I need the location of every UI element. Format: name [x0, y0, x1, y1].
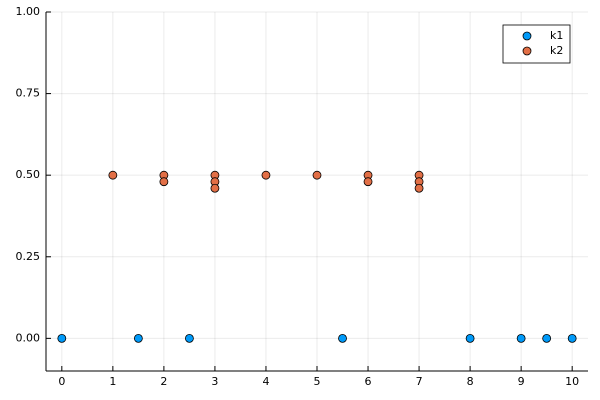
legend-marker	[522, 46, 532, 56]
x-tick-label: 1	[109, 375, 116, 388]
point	[363, 177, 373, 187]
legend-label: k2	[550, 44, 563, 57]
y-tick-label: 0.50	[16, 168, 41, 181]
point	[465, 333, 475, 343]
legend-marker	[522, 31, 532, 41]
point	[567, 333, 577, 343]
point	[133, 333, 143, 343]
x-tick-label: 9	[518, 375, 525, 388]
x-tick-label: 7	[416, 375, 423, 388]
point	[185, 333, 194, 343]
x-tick-label: 3	[211, 375, 218, 388]
point	[159, 177, 169, 187]
y-tick-label: 1.00	[16, 5, 41, 18]
point	[57, 333, 67, 343]
point	[414, 183, 424, 193]
point	[261, 170, 271, 180]
legend-label: k1	[550, 29, 563, 42]
x-tick-label: 8	[467, 375, 474, 388]
x-tick-label: 2	[160, 375, 167, 388]
point	[516, 333, 526, 343]
x-tick-label: 4	[262, 375, 269, 388]
point	[338, 333, 347, 343]
point	[312, 170, 322, 180]
y-tick-label: 0.00	[16, 331, 41, 344]
point	[542, 333, 552, 343]
x-tick-label: 5	[314, 375, 321, 388]
x-tick-label: 10	[565, 375, 579, 388]
point	[108, 170, 118, 180]
y-tick-label: 0.75	[16, 87, 41, 100]
legend-box	[502, 24, 571, 64]
x-tick-label: 6	[365, 375, 372, 388]
point	[210, 183, 220, 193]
y-tick-label: 0.25	[16, 250, 41, 263]
x-tick-label: 0	[58, 375, 65, 388]
